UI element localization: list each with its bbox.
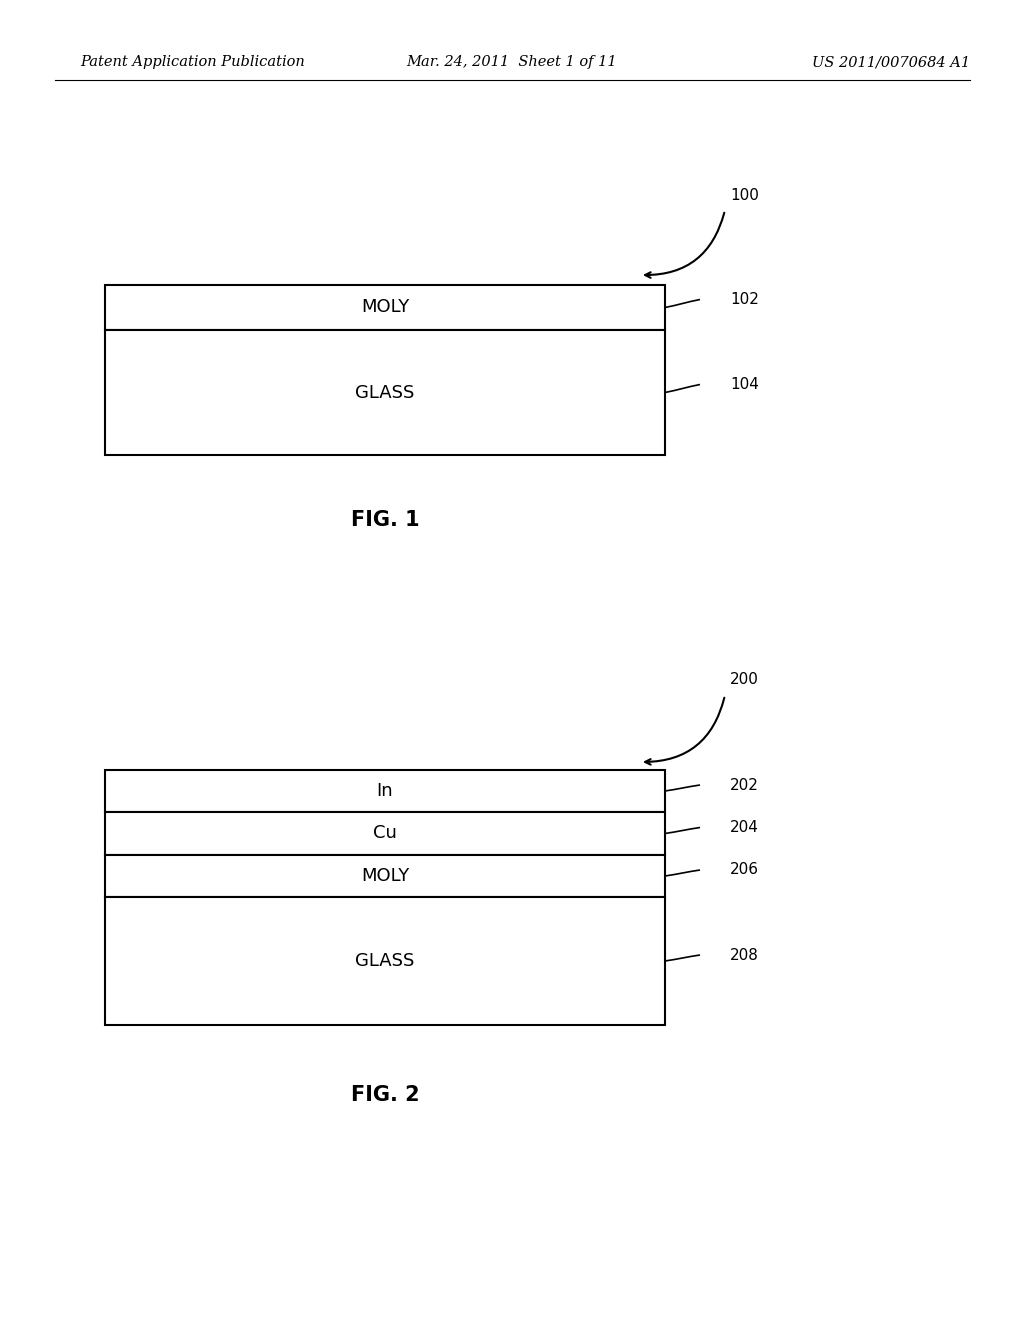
Bar (105, 330, 665, 455)
Text: 200: 200 (730, 672, 759, 688)
Text: MOLY: MOLY (360, 867, 410, 884)
Text: 102: 102 (730, 292, 759, 308)
Text: 204: 204 (730, 820, 759, 836)
Text: US 2011/0070684 A1: US 2011/0070684 A1 (812, 55, 970, 69)
Bar (105, 770, 665, 812)
Bar (105, 855, 665, 898)
Bar (105, 285, 665, 330)
Text: 206: 206 (730, 862, 759, 878)
Text: 104: 104 (730, 378, 759, 392)
Text: Patent Application Publication: Patent Application Publication (80, 55, 305, 69)
Text: GLASS: GLASS (355, 384, 415, 401)
Text: FIG. 2: FIG. 2 (350, 1085, 419, 1105)
Text: 100: 100 (730, 187, 759, 202)
Bar (105, 898, 665, 1026)
Text: Cu: Cu (373, 825, 397, 842)
Text: Mar. 24, 2011  Sheet 1 of 11: Mar. 24, 2011 Sheet 1 of 11 (407, 55, 617, 69)
Text: GLASS: GLASS (355, 952, 415, 970)
Bar (105, 812, 665, 855)
Text: 208: 208 (730, 948, 759, 962)
Text: FIG. 1: FIG. 1 (350, 510, 419, 531)
Text: In: In (377, 781, 393, 800)
Text: 202: 202 (730, 777, 759, 792)
Text: MOLY: MOLY (360, 298, 410, 317)
